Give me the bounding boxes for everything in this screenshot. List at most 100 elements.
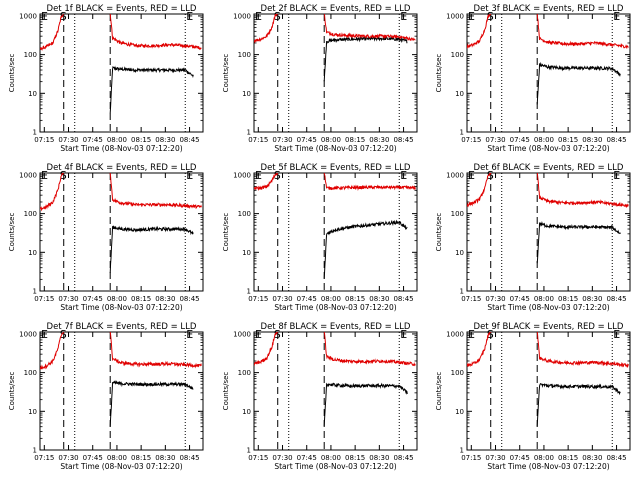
y-tick-label: 1 xyxy=(247,129,251,137)
x-tick-label: 08:30 xyxy=(155,136,175,144)
y-tick-label: 1000 xyxy=(233,171,251,179)
x-tick-label: 07:45 xyxy=(83,454,103,462)
marker-s: S xyxy=(274,169,281,182)
x-axis-label: Start Time (08-Nov-03 07:12:20) xyxy=(274,462,396,471)
x-tick-label: 08:15 xyxy=(345,136,365,144)
y-tick-label: 10 xyxy=(455,90,464,98)
plot-frame xyxy=(39,331,204,451)
marker-e-right: E xyxy=(613,10,620,23)
y-tick-label: 1000 xyxy=(19,12,37,20)
x-tick-label: 08:30 xyxy=(369,295,389,303)
y-tick-label: 10 xyxy=(28,90,37,98)
y-tick-label: 1 xyxy=(33,129,37,137)
marker-s: S xyxy=(487,328,494,341)
marker-e-left: E xyxy=(255,10,262,23)
y-axis-label: Counts/sec xyxy=(8,213,16,252)
lld-series-line xyxy=(109,173,202,210)
y-tick-label: 1 xyxy=(33,447,37,455)
x-tick-label: 08:15 xyxy=(131,136,151,144)
x-tick-label: 07:15 xyxy=(461,295,481,303)
lld-series-line xyxy=(536,14,629,50)
y-tick-label: 1 xyxy=(33,288,37,296)
x-tick-label: 08:00 xyxy=(321,136,341,144)
events-series-line xyxy=(536,221,621,264)
x-tick-label: 07:15 xyxy=(461,136,481,144)
x-axis-label: Start Time (08-Nov-03 07:12:20) xyxy=(487,462,609,471)
chart-title: Det 9f BLACK = Events, RED = LLD xyxy=(474,322,624,332)
x-tick-label: 08:45 xyxy=(179,295,199,303)
marker-s: S xyxy=(60,169,67,182)
y-tick-label: 1000 xyxy=(446,12,464,20)
x-tick-label: 07:30 xyxy=(272,454,292,462)
x-axis-label: Start Time (08-Nov-03 07:12:20) xyxy=(60,303,182,312)
chart-panel-8: Det 8f BLACK = Events, RED = LLD Counts/s… xyxy=(222,322,418,471)
y-axis-label: Counts/sec xyxy=(435,54,443,93)
x-tick-label: 08:45 xyxy=(606,295,626,303)
plot-frame xyxy=(253,331,418,451)
events-series-line xyxy=(109,225,194,273)
plot-frame xyxy=(466,13,631,133)
x-tick-label: 08:00 xyxy=(321,295,341,303)
chart-title: Det 2f BLACK = Events, RED = LLD xyxy=(261,4,411,14)
y-axis-label: Counts/sec xyxy=(222,54,230,93)
marker-e-right: E xyxy=(613,328,620,341)
y-tick-label: 100 xyxy=(451,51,464,59)
chart-title: Det 6f BLACK = Events, RED = LLD xyxy=(474,163,624,173)
y-tick-label: 10 xyxy=(242,90,251,98)
chart-title: Det 4f BLACK = Events, RED = LLD xyxy=(47,163,197,173)
marker-e-right: E xyxy=(186,169,193,182)
x-axis-label: Start Time (08-Nov-03 07:12:20) xyxy=(60,462,182,471)
x-tick-label: 08:15 xyxy=(131,454,151,462)
y-tick-label: 10 xyxy=(455,408,464,416)
chart-title: Det 8f BLACK = Events, RED = LLD xyxy=(261,322,411,332)
plot-frame xyxy=(466,331,631,451)
y-tick-label: 100 xyxy=(24,210,37,218)
plot-frame xyxy=(253,172,418,292)
y-tick-label: 10 xyxy=(242,408,251,416)
y-tick-label: 1000 xyxy=(446,171,464,179)
y-axis-label: Counts/sec xyxy=(222,213,230,252)
chart-panel-3: Det 3f BLACK = Events, RED = LLD Counts/s… xyxy=(435,4,631,153)
lld-series-line xyxy=(109,332,202,369)
marker-e-right: E xyxy=(613,169,620,182)
x-tick-label: 08:00 xyxy=(534,454,554,462)
x-tick-label: 07:15 xyxy=(34,295,54,303)
x-tick-label: 07:30 xyxy=(485,295,505,303)
x-tick-label: 08:00 xyxy=(107,136,127,144)
chart-panel-4: Det 4f BLACK = Events, RED = LLD Counts/s… xyxy=(8,163,204,312)
y-axis-label: Counts/sec xyxy=(8,372,16,411)
marker-e-right: E xyxy=(400,10,407,23)
marker-e-right: E xyxy=(400,328,407,341)
y-axis-label: Counts/sec xyxy=(8,54,16,93)
x-tick-label: 08:30 xyxy=(582,454,602,462)
x-tick-label: 07:30 xyxy=(485,136,505,144)
events-series-line xyxy=(536,61,621,105)
x-axis-label: Start Time (08-Nov-03 07:12:20) xyxy=(487,144,609,153)
marker-e-left: E xyxy=(468,169,475,182)
y-tick-label: 100 xyxy=(238,51,251,59)
y-tick-label: 10 xyxy=(28,408,37,416)
x-axis-label: Start Time (08-Nov-03 07:12:20) xyxy=(60,144,182,153)
lld-series-line xyxy=(40,173,64,212)
y-tick-label: 1000 xyxy=(233,330,251,338)
x-tick-label: 08:30 xyxy=(369,454,389,462)
marker-e-right: E xyxy=(186,328,193,341)
x-tick-label: 07:30 xyxy=(485,454,505,462)
events-series-line xyxy=(109,379,194,427)
x-tick-label: 08:30 xyxy=(369,136,389,144)
x-tick-label: 08:45 xyxy=(393,454,413,462)
events-series-line xyxy=(323,35,408,82)
lld-series-line xyxy=(254,332,278,367)
y-axis-label: Counts/sec xyxy=(222,372,230,411)
x-tick-label: 07:15 xyxy=(461,454,481,462)
lld-series-line xyxy=(40,14,64,51)
lld-series-line xyxy=(536,332,629,369)
x-tick-label: 08:45 xyxy=(606,454,626,462)
marker-s: S xyxy=(487,10,494,23)
x-tick-label: 08:00 xyxy=(534,136,554,144)
marker-s: S xyxy=(274,328,281,341)
x-tick-label: 08:15 xyxy=(558,454,578,462)
marker-e-right: E xyxy=(400,169,407,182)
x-tick-label: 08:00 xyxy=(107,295,127,303)
x-tick-label: 07:45 xyxy=(510,295,530,303)
